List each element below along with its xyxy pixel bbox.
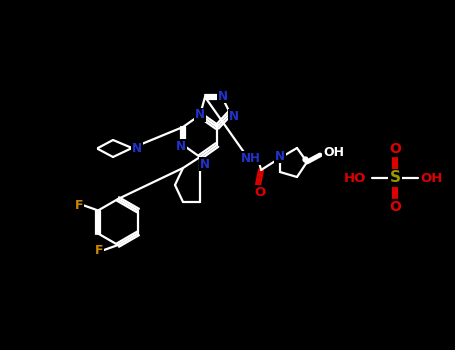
Text: N: N — [132, 141, 142, 154]
Text: O: O — [389, 200, 401, 214]
Text: F: F — [75, 199, 83, 212]
Text: O: O — [254, 187, 266, 199]
Text: N: N — [176, 140, 186, 153]
Text: O: O — [389, 142, 401, 156]
Text: NH: NH — [241, 152, 261, 164]
Text: S: S — [389, 170, 400, 186]
Text: HO: HO — [344, 172, 366, 184]
Text: N: N — [218, 90, 228, 103]
Text: N: N — [195, 108, 205, 121]
Text: OH: OH — [323, 146, 344, 159]
Text: F: F — [95, 244, 103, 257]
Text: OH: OH — [421, 172, 443, 184]
Text: N: N — [200, 158, 210, 170]
Text: N: N — [275, 149, 285, 162]
Text: N: N — [229, 110, 239, 122]
